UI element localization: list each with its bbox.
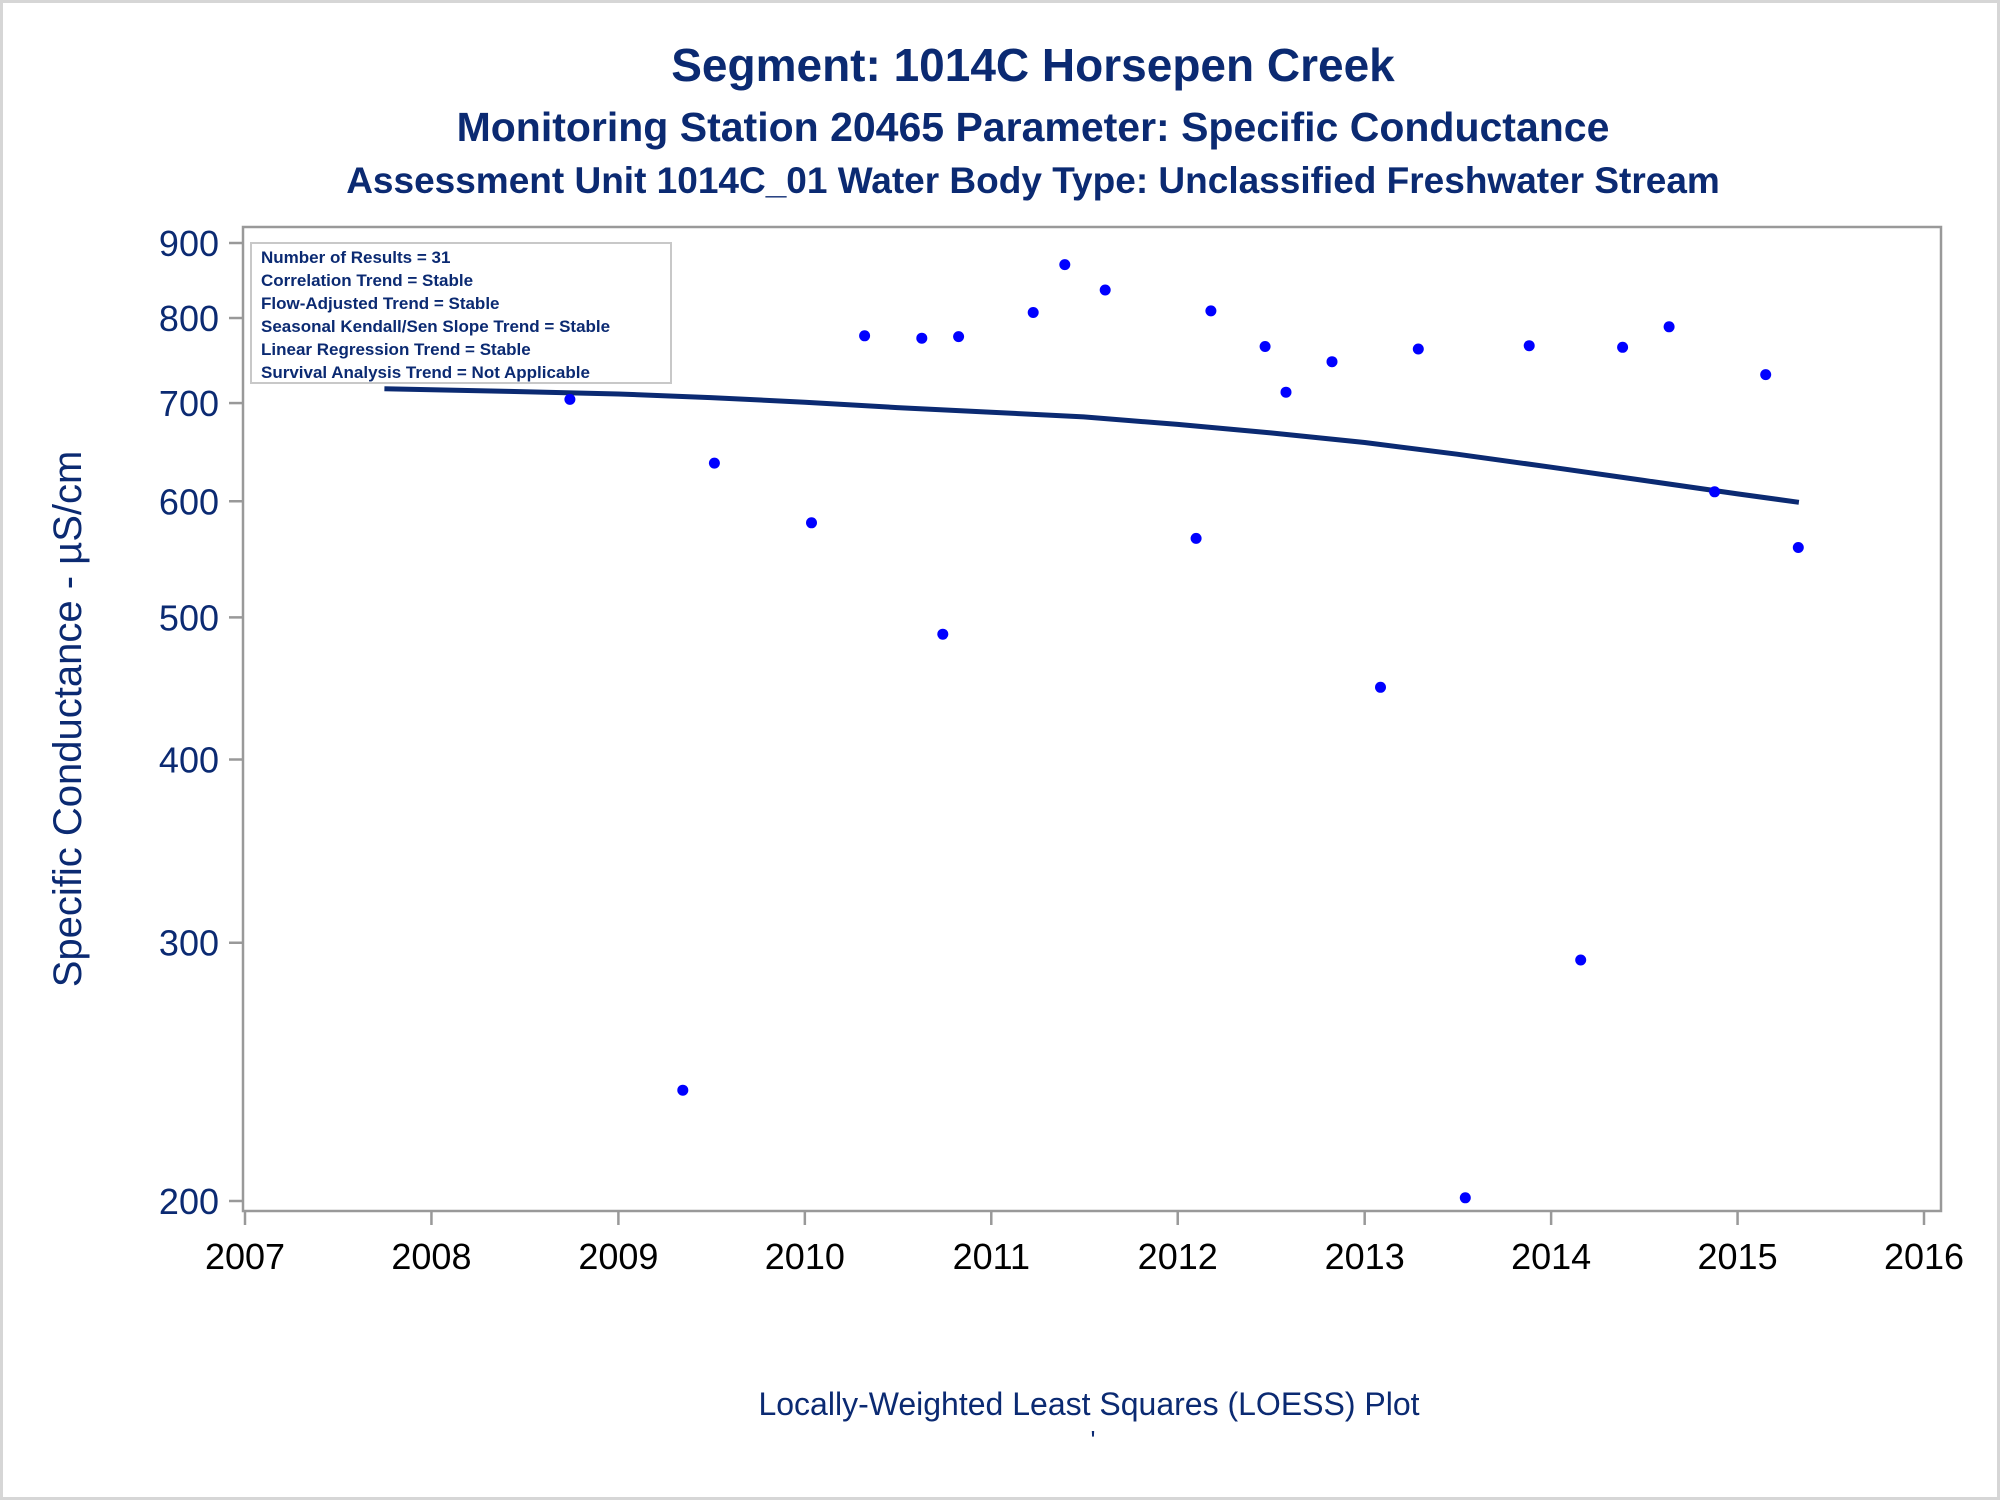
stats-line: Survival Analysis Trend = Not Applicable: [261, 363, 590, 382]
y-tick-label: 200: [159, 1181, 219, 1222]
data-point: [1523, 340, 1535, 352]
y-axis: 200 300 400 500 600 700 800 900: [159, 223, 243, 1222]
y-tick-label: 800: [159, 298, 219, 339]
x-tick-label: 2013: [1325, 1236, 1405, 1277]
loess-curve: [384, 386, 1800, 505]
stats-line: Linear Regression Trend = Stable: [261, 340, 531, 359]
data-point: [1280, 386, 1292, 398]
data-point: [1792, 542, 1804, 553]
data-point: [677, 1084, 689, 1096]
stats-line: Flow-Adjusted Trend = Stable: [261, 294, 500, 313]
data-point: [806, 517, 817, 529]
data-point: [953, 331, 965, 343]
x-tick-label: 2015: [1698, 1236, 1778, 1277]
y-tick-label: 500: [159, 597, 219, 638]
data-point: [1205, 305, 1217, 317]
data-point: [1027, 307, 1039, 318]
stats-box-frame: [250, 242, 672, 384]
data-point: [1326, 356, 1338, 368]
data-point: [1099, 284, 1111, 296]
data-point: [1663, 321, 1675, 333]
data-point: [1412, 343, 1424, 355]
y-tick-label: 400: [159, 740, 219, 781]
y-axis-label: Specific Conductance - µS/cm: [46, 451, 90, 988]
chart-subtitle: Monitoring Station 20465 Parameter: Spec…: [457, 104, 1610, 150]
y-tick-label: 300: [159, 923, 219, 964]
chart-subtitle-2: Assessment Unit 1014C_01 Water Body Type…: [346, 160, 1720, 201]
stats-line: Number of Results = 31: [261, 248, 450, 267]
footnote-mark: ': [1091, 1425, 1096, 1455]
data-point: [916, 332, 928, 344]
x-axis: 2007 2008 2009 2010 2011 2012 2013 2014 2015 2016: [205, 1211, 1964, 1277]
data-point: [1459, 1192, 1471, 1204]
data-point: [1575, 954, 1587, 966]
data-point: [1190, 532, 1202, 544]
data-point: [1617, 341, 1629, 353]
chart-title: Segment: 1014C Horsepen Creek: [671, 39, 1395, 91]
data-points: [378, 259, 1804, 1204]
x-tick-label: 2014: [1511, 1236, 1591, 1277]
x-tick-label: 2008: [391, 1236, 471, 1277]
stats-box: Number of Results = 31 Correlation Trend …: [250, 242, 672, 384]
footnote: Locally-Weighted Least Squares (LOESS) P…: [758, 1386, 1419, 1422]
data-point: [1709, 486, 1721, 498]
y-tick-label: 600: [159, 481, 219, 522]
data-point: [937, 628, 949, 640]
x-tick-label: 2010: [765, 1236, 845, 1277]
x-tick-label: 2016: [1884, 1236, 1964, 1277]
data-point: [564, 393, 576, 405]
y-tick-label: 900: [159, 223, 219, 264]
data-point: [708, 457, 720, 469]
x-tick-label: 2011: [953, 1236, 1030, 1277]
stats-line: Seasonal Kendall/Sen Slope Trend = Stabl…: [261, 317, 610, 336]
stats-line: Correlation Trend = Stable: [261, 271, 473, 290]
x-tick-label: 2012: [1138, 1236, 1218, 1277]
data-point: [1059, 259, 1071, 271]
loess-chart: Segment: 1014C Horsepen Creek Monitoring…: [46, 39, 1964, 1455]
plot-area: [241, 225, 1943, 1213]
x-tick-label: 2007: [205, 1236, 285, 1277]
y-tick-label: 700: [159, 383, 219, 424]
x-tick-label: 2009: [578, 1236, 658, 1277]
data-point: [1259, 341, 1271, 352]
data-point: [859, 330, 871, 342]
data-point: [1760, 369, 1772, 381]
data-point: [1375, 681, 1386, 693]
